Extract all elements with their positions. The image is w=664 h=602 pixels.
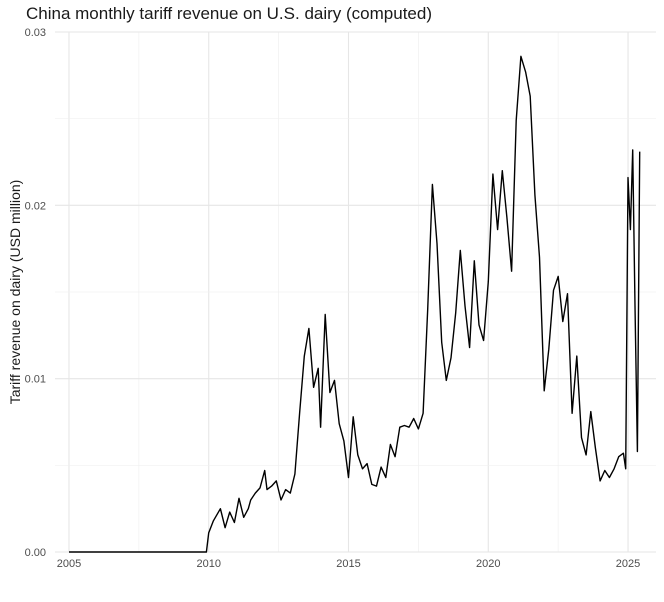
tick-labels: 2005 2010 2015 2020 2025 0.00 0.01 0.02 0.03: [25, 27, 641, 570]
y-axis-title: Tariff revenue on dairy (USD million): [7, 180, 23, 405]
series-line: [69, 55, 641, 553]
x-tick-label: 2005: [57, 558, 81, 570]
x-tick-label: 2015: [336, 558, 360, 570]
x-tick-label: 2020: [476, 558, 500, 570]
x-tick-label: 2010: [197, 558, 221, 570]
chart-title: China monthly tariff revenue on U.S. dai…: [26, 4, 432, 23]
y-tick-label: 0.02: [25, 200, 46, 212]
series-line-layer: [69, 55, 641, 553]
y-tick-label: 0.01: [25, 374, 46, 386]
y-tick-label: 0.00: [25, 547, 46, 559]
y-tick-label: 0.03: [25, 27, 46, 39]
gridlines: [55, 31, 656, 553]
x-tick-label: 2025: [616, 558, 640, 570]
